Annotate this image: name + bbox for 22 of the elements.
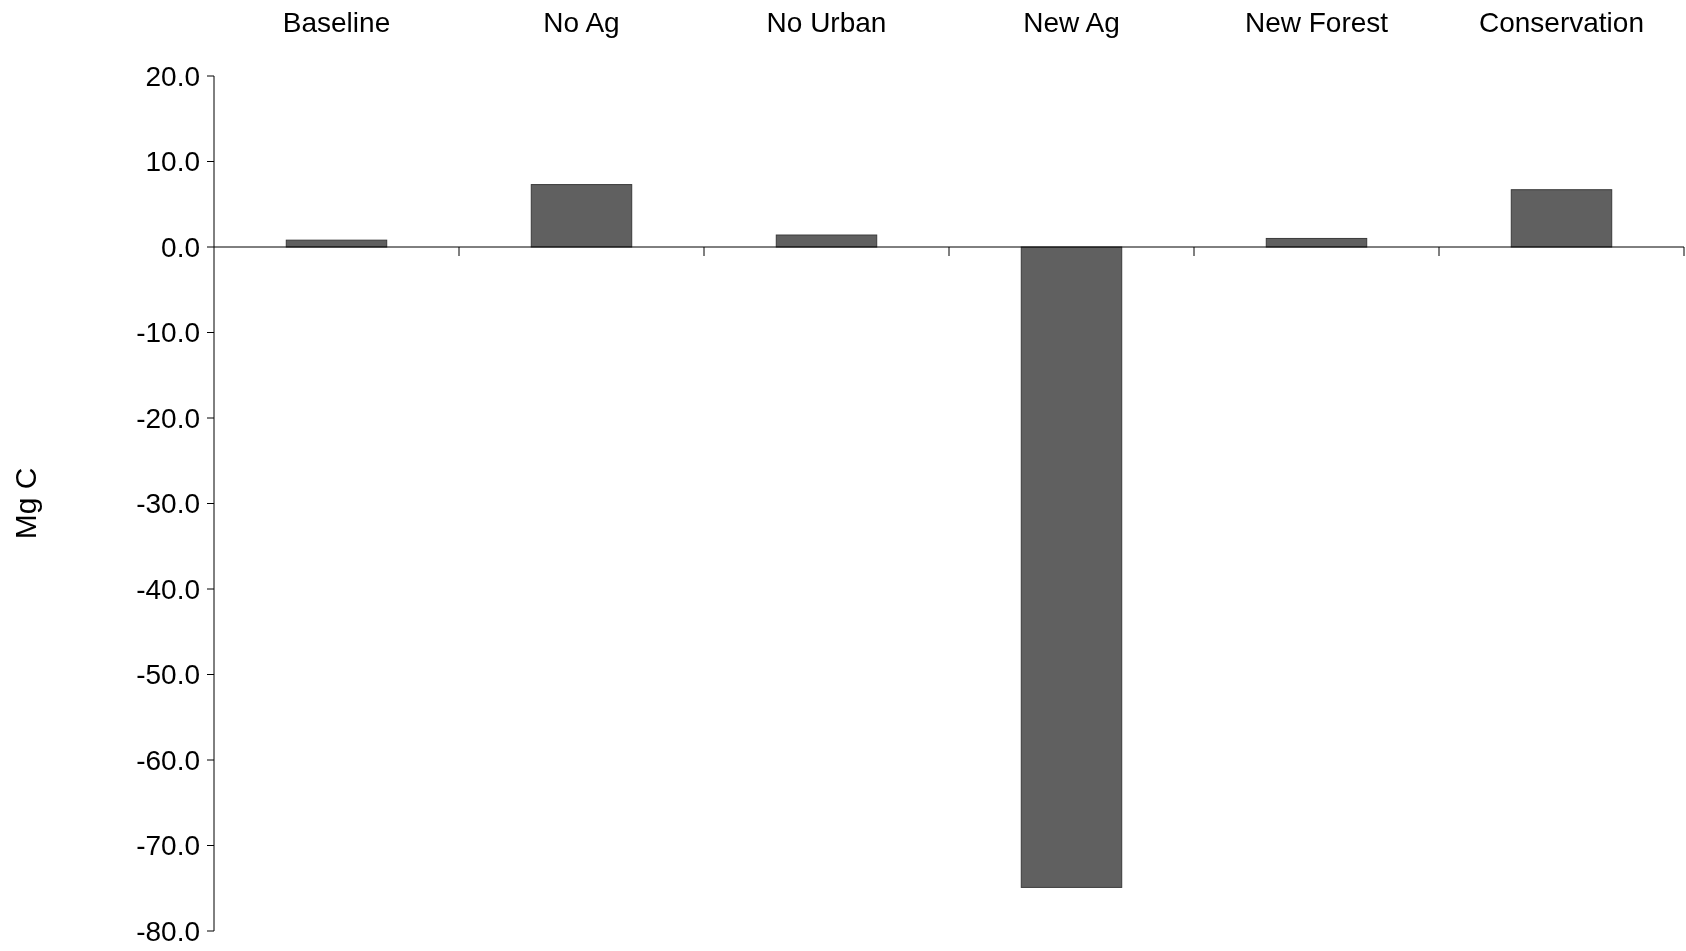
y-axis-title: Mg C <box>9 467 42 540</box>
x-tick-label: Baseline <box>282 6 391 38</box>
y-tick-label: -30.0 <box>136 488 200 520</box>
y-tick-label: -80.0 <box>136 915 200 947</box>
y-tick-label: 0.0 <box>161 231 200 263</box>
bar <box>1510 189 1613 248</box>
bar <box>530 184 633 248</box>
y-tick-label: -50.0 <box>136 659 200 691</box>
y-tick-label: -20.0 <box>136 402 200 434</box>
x-tick-label: No Urban <box>766 6 887 38</box>
y-tick-label: -60.0 <box>136 744 200 776</box>
x-tick-label: Conservation <box>1479 6 1644 38</box>
y-tick-label: -10.0 <box>136 317 200 349</box>
bar <box>775 234 878 248</box>
y-tick-label: -40.0 <box>136 573 200 605</box>
y-tick-label: 20.0 <box>145 60 200 92</box>
bar <box>1020 246 1123 888</box>
y-tick-label: 10.0 <box>145 146 200 178</box>
y-tick-label: -70.0 <box>136 830 200 862</box>
x-tick-label: No Ag <box>543 6 620 38</box>
x-tick-label: New Ag <box>1023 6 1120 38</box>
x-tick-label: New Forest <box>1244 6 1389 38</box>
